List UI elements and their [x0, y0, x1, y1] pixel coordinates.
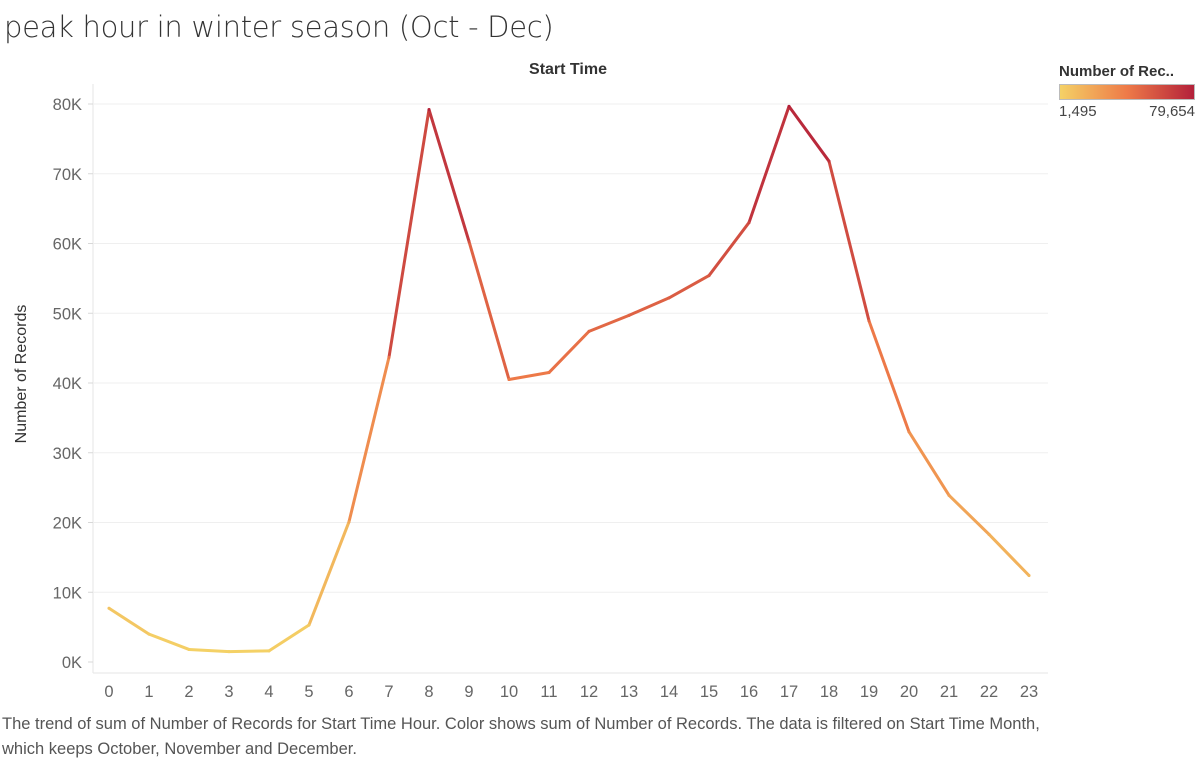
- line-segment: [867, 319, 911, 434]
- data-point: [907, 430, 911, 434]
- line-segment: [147, 632, 191, 651]
- x-tick-label: 10: [500, 683, 518, 701]
- x-tick-label: 18: [820, 683, 838, 701]
- x-tick-label: 15: [700, 683, 718, 701]
- x-tick-label: 17: [780, 683, 798, 701]
- color-legend: Number of Rec.. 1,495 79,654: [1059, 63, 1195, 120]
- line-segment: [467, 239, 511, 382]
- x-tick-label: 1: [144, 683, 153, 701]
- x-tick-label: 3: [224, 683, 233, 701]
- data-point: [227, 650, 231, 654]
- data-point: [107, 606, 111, 610]
- line-segment: [827, 159, 871, 323]
- series-line: [107, 104, 1031, 654]
- data-point: [867, 319, 871, 323]
- line-segment: [747, 104, 791, 225]
- x-tick-label: 12: [580, 683, 598, 701]
- chart-caption: The trend of sum of Number of Records fo…: [2, 715, 1040, 758]
- data-point: [587, 329, 591, 333]
- data-point: [947, 493, 951, 497]
- x-tick-label: 20: [900, 683, 918, 701]
- x-tick-label: 19: [860, 683, 878, 701]
- legend-gradient-bar: [1059, 84, 1195, 100]
- legend-max-label: 79,654: [1149, 103, 1195, 120]
- y-tick-label: 10K: [53, 584, 82, 602]
- x-tick-label: 5: [304, 683, 313, 701]
- data-point: [787, 104, 791, 108]
- line-segment: [987, 532, 1031, 578]
- y-tick-label: 60K: [53, 236, 82, 254]
- x-axis-title: Start Time: [529, 61, 607, 78]
- data-point: [427, 108, 431, 112]
- x-axis-ticks: 0 1 2 3 4 5 6 7 8 9 10 11 12 13 14 15 16 17 18 19 20 21 22 23: [104, 683, 1038, 701]
- line-chart: Start Time Number of Records 0K10K20K30K…: [13, 61, 1048, 701]
- legend-min-label: 1,495: [1059, 103, 1097, 120]
- y-tick-label: 40K: [53, 375, 82, 393]
- data-point: [467, 239, 471, 243]
- data-point: [347, 520, 351, 524]
- x-tick-label: 8: [424, 683, 433, 701]
- line-segment: [587, 313, 631, 333]
- line-segment: [187, 647, 231, 654]
- y-axis-ticks: 0K 10K 20K 30K 40K 50K 60K 70K 80K: [53, 96, 93, 672]
- line-segment: [387, 108, 431, 359]
- x-tick-label: 0: [104, 683, 113, 701]
- line-segment: [947, 493, 991, 536]
- data-point: [267, 649, 271, 653]
- x-tick-label: 4: [264, 683, 273, 701]
- data-point: [507, 378, 511, 382]
- x-tick-label: 9: [464, 683, 473, 701]
- line-segment: [427, 108, 471, 243]
- x-tick-label: 7: [384, 683, 393, 701]
- y-tick-label: 70K: [53, 166, 82, 184]
- line-segment: [227, 649, 271, 654]
- data-point: [827, 159, 831, 163]
- line-segment: [267, 623, 311, 653]
- data-point: [547, 371, 551, 375]
- gridlines: [92, 84, 1048, 674]
- x-tick-label: 11: [540, 683, 557, 701]
- line-segment: [307, 520, 351, 627]
- line-segment: [627, 296, 671, 317]
- x-tick-label: 13: [620, 683, 638, 701]
- data-point: [667, 296, 671, 300]
- x-tick-label: 22: [980, 683, 998, 701]
- x-tick-label: 2: [184, 683, 193, 701]
- x-tick-label: 21: [940, 683, 958, 701]
- x-tick-label: 23: [1020, 683, 1038, 701]
- x-tick-label: 14: [660, 683, 678, 701]
- line-segment: [107, 606, 151, 636]
- data-point: [387, 355, 391, 359]
- y-tick-label: 50K: [53, 305, 82, 323]
- line-segment: [347, 355, 391, 524]
- data-point: [1027, 574, 1031, 578]
- line-segment: [787, 104, 831, 163]
- line-segment: [707, 221, 751, 278]
- y-tick-label: 20K: [53, 515, 82, 533]
- data-point: [147, 632, 151, 636]
- data-point: [987, 532, 991, 536]
- data-point: [627, 313, 631, 317]
- data-point: [307, 623, 311, 627]
- y-tick-label: 30K: [53, 445, 82, 463]
- data-point: [187, 647, 191, 651]
- data-point: [747, 221, 751, 225]
- line-segment: [547, 329, 591, 375]
- y-tick-label: 0K: [62, 654, 82, 672]
- line-segment: [907, 430, 951, 497]
- x-tick-label: 16: [740, 683, 758, 701]
- line-segment: [667, 274, 711, 300]
- line-segment: [507, 371, 551, 382]
- data-point: [707, 274, 711, 278]
- x-tick-label: 6: [344, 683, 353, 701]
- chart-title: peak hour in winter season (Oct - Dec): [4, 10, 554, 44]
- y-axis-title: Number of Records: [13, 305, 30, 444]
- y-tick-label: 80K: [53, 96, 82, 114]
- legend-title: Number of Rec..: [1059, 63, 1175, 80]
